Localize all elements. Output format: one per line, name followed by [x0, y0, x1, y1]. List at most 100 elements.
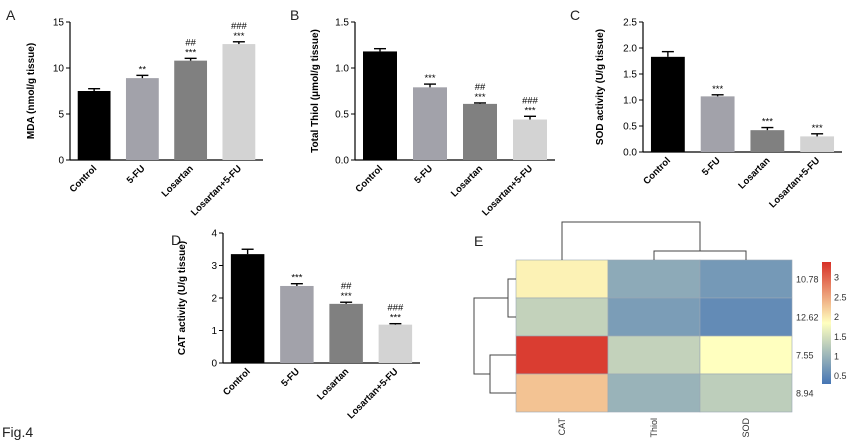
y-tick-label: 2.0 [623, 44, 637, 55]
panel-letter: B [290, 7, 299, 23]
panel-a-chart: A 0 5 10 15 MDA (nmol/g tissue) Control ** 5-FU *… [6, 7, 263, 218]
significance-label: ### [231, 21, 248, 32]
colorbar-tick-label: 1.5 [834, 332, 847, 342]
significance-label: *** [233, 31, 244, 42]
colorbar-tick-label: 1 [834, 351, 839, 361]
colorbar-tick-label: 2.5 [834, 292, 847, 302]
x-tick-label: Losartan [736, 155, 772, 191]
y-axis-label: MDA (nmol/g tissue) [26, 43, 37, 139]
x-tick-label: 5-FU [700, 155, 723, 178]
y-tick-label: 15 [53, 18, 65, 29]
heatmap-column-label: CAT [557, 418, 567, 436]
bar [513, 119, 547, 160]
y-tick-label: 1.5 [623, 70, 637, 81]
y-axis-label: CAT activity (U/g tissue) [177, 241, 188, 355]
significance-label: *** [712, 84, 723, 95]
y-tick-label: 0 [58, 156, 64, 167]
y-tick-label: 0.5 [335, 110, 349, 121]
colorbar [822, 262, 831, 384]
x-tick-label: 5-FU [412, 163, 435, 186]
heatmap-cell [607, 259, 701, 299]
heatmap-cell [699, 335, 793, 375]
panel-letter: C [570, 7, 580, 23]
significance-label: ## [475, 82, 486, 93]
x-tick-label: Control [353, 163, 385, 195]
significance-label: *** [291, 273, 302, 284]
significance-label: *** [424, 73, 435, 84]
y-tick-label: 2.5 [623, 18, 637, 29]
x-tick-label: 5-FU [125, 163, 148, 186]
y-tick-label: 0.0 [623, 148, 637, 159]
significance-label: *** [390, 313, 401, 324]
y-axis-label: Total Thiol (μmol/g tissue) [310, 29, 321, 153]
x-tick-label: Losartan [315, 366, 351, 402]
heatmap-row-label: 7.55 [796, 351, 814, 361]
heatmap-cell [515, 335, 609, 375]
bar [125, 78, 159, 160]
significance-label: ## [341, 281, 352, 292]
significance-label: ### [522, 95, 539, 106]
heatmap-cell [607, 373, 701, 413]
significance-label: *** [762, 117, 773, 128]
panel-letter: E [474, 233, 483, 249]
panel-c-chart: C 0.0 0.5 1.0 1.5 2.0 2.5 SOD activity (U/g tis… [570, 7, 842, 210]
bar [280, 285, 314, 363]
heatmap-cell [699, 259, 793, 299]
row-dendrogram [473, 297, 508, 375]
bar [413, 87, 447, 160]
column-dendrogram [653, 250, 747, 260]
significance-label: ### [387, 303, 404, 314]
y-axis-label: SOD activity (U/g tissue) [595, 29, 606, 145]
colorbar-tick-label: 2 [834, 312, 839, 322]
heatmap-cell [607, 335, 701, 375]
y-tick-label: 3 [211, 261, 217, 272]
heatmap-cell [515, 259, 609, 299]
colorbar-tick-label: 0.5 [834, 371, 847, 381]
significance-label: *** [812, 123, 823, 134]
row-dendrogram [507, 278, 516, 318]
x-tick-label: Losartan+5-FU [345, 366, 400, 421]
heatmap-cell [515, 373, 609, 413]
heatmap-column-label: SOD [741, 418, 751, 438]
bar [650, 56, 685, 153]
panel-e-heatmap: E 10.78 12.62 7.55 8.94 CAT Thiol SOD 0.5 1 1.5 2 2.… [473, 221, 847, 438]
y-tick-label: 0.5 [623, 122, 637, 133]
y-tick-label: 1.0 [623, 96, 637, 107]
colorbar-tick-label: 3 [834, 273, 839, 283]
y-tick-label: 2 [211, 294, 217, 305]
significance-label: ** [139, 64, 147, 75]
heatmap-cell [699, 297, 793, 337]
significance-label: *** [474, 92, 485, 103]
heatmap-cell [515, 297, 609, 337]
x-tick-label: Losartan+5-FU [767, 155, 822, 210]
column-dendrogram [561, 221, 701, 260]
x-tick-label: Losartan+5-FU [189, 163, 244, 218]
x-tick-label: Control [641, 155, 673, 187]
significance-label: *** [524, 105, 535, 116]
y-tick-label: 1.0 [335, 64, 349, 75]
x-tick-label: Losartan [449, 163, 485, 199]
row-dendrogram [489, 354, 516, 394]
panel-b-chart: B 0.0 0.5 1.0 1.5 Total Thiol (μmol/g tissue)… [290, 7, 555, 218]
bar [700, 96, 735, 152]
y-tick-label: 4 [211, 229, 217, 240]
y-tick-label: 0.0 [335, 156, 349, 167]
x-tick-label: 5-FU [279, 366, 302, 389]
heatmap-row-label: 12.62 [796, 313, 819, 323]
bar [222, 44, 256, 160]
heatmap-column-label: Thiol [649, 418, 659, 438]
panel-d-chart: D 0 1 2 3 4 CAT activity (U/g tissue) Control **… [171, 229, 420, 421]
figure-caption: Fig.4 [2, 424, 34, 440]
y-tick-label: 0 [211, 359, 217, 370]
x-tick-label: Losartan+5-FU [480, 163, 535, 218]
bar [463, 103, 497, 160]
x-tick-label: Control [68, 163, 100, 195]
bar [174, 60, 208, 160]
bar [329, 303, 363, 363]
bar [77, 91, 111, 160]
panel-letter: D [171, 232, 181, 248]
heatmap-cell [699, 373, 793, 413]
y-tick-label: 5 [58, 110, 64, 121]
x-tick-label: Control [221, 366, 253, 398]
